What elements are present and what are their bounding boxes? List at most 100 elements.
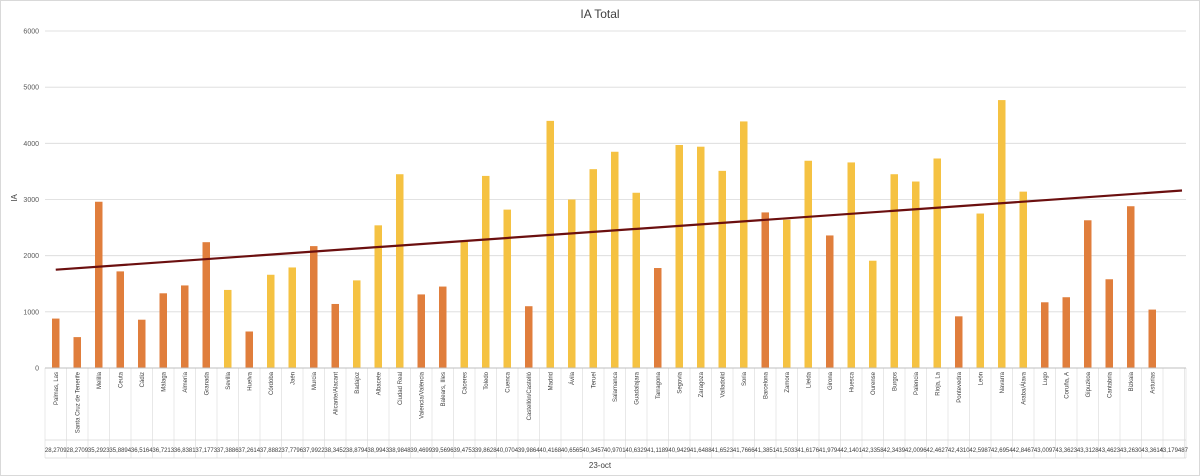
- latitude-label: 38,9848: [389, 448, 411, 454]
- latitude-label: 42,3439: [883, 448, 905, 454]
- bar: [675, 145, 683, 368]
- bar: [804, 160, 812, 368]
- x-tick-label: Barcelona: [763, 371, 769, 399]
- bar: [1041, 302, 1049, 368]
- x-tick-label: Lugo: [1043, 371, 1049, 385]
- x-tick-label: Coruña, A: [1064, 372, 1070, 399]
- latitude-label: 41,1189: [647, 448, 669, 454]
- latitude-label: 42,3358: [862, 448, 884, 454]
- x-tick-label: Navarra: [1000, 371, 1006, 393]
- bar: [955, 316, 963, 368]
- latitude-label: 40,4168: [539, 448, 561, 454]
- x-tick-label: Cuenca: [505, 371, 511, 392]
- latitude-label: 43,3623: [1055, 448, 1077, 454]
- bar: [439, 286, 447, 368]
- bar: [933, 158, 941, 368]
- bar: [95, 201, 103, 368]
- x-tick-label: Burgos: [892, 372, 898, 391]
- latitude-label: 42,0096: [905, 448, 927, 454]
- bar: [1105, 279, 1113, 368]
- bar: [288, 267, 296, 368]
- x-tick-label: Pontevedra: [957, 371, 963, 402]
- bar: [654, 268, 662, 368]
- x-tick-label: Girona: [828, 371, 834, 390]
- latitude-label: 41,7666: [733, 448, 755, 454]
- x-tick-label: Soria: [742, 371, 748, 386]
- latitude-label: 43,0097: [1034, 448, 1056, 454]
- x-tick-label: Balears, Illes: [441, 372, 447, 406]
- latitude-label: 40,6329: [625, 448, 647, 454]
- bar: [546, 120, 554, 368]
- x-tick-label: Palencia: [914, 371, 920, 395]
- bar: [525, 306, 533, 368]
- x-tick-label: Málaga: [161, 371, 167, 391]
- bar: [998, 100, 1006, 369]
- bar: [224, 289, 232, 368]
- bar: [611, 151, 619, 368]
- bar: [116, 271, 124, 368]
- latitude-label: 37,8882: [260, 448, 282, 454]
- bar: [52, 318, 60, 368]
- y-tick-label: 0: [35, 366, 39, 373]
- x-tick-label: Bizkaia: [1129, 371, 1135, 391]
- x-tick-label: Ceuta: [118, 371, 124, 388]
- bar: [718, 170, 726, 368]
- x-tick-label: Gipuzkoa: [1086, 371, 1092, 397]
- x-tick-label: Asturias: [1150, 372, 1156, 394]
- bar: [976, 213, 984, 368]
- latitude-label: 38,3452: [324, 448, 346, 454]
- latitude-label: 43,2630: [1120, 448, 1142, 454]
- y-tick-label: 1000: [23, 309, 39, 316]
- latitude-label: 41,6523: [711, 448, 733, 454]
- latitude-label: 37,9922: [303, 448, 325, 454]
- bar: [568, 199, 576, 368]
- bar: [589, 169, 597, 368]
- latitude-label: 41,5033: [776, 448, 798, 454]
- latitude-label: 42,5987: [969, 448, 991, 454]
- x-tick-label: Cádiz: [140, 372, 146, 387]
- latitude-label: 40,6565: [561, 448, 583, 454]
- x-tick-label: Valladolid: [720, 372, 726, 398]
- latitude-label: 38,9943: [367, 448, 389, 454]
- x-tick-label: Zaragoza: [699, 371, 705, 397]
- latitude-label: 41,9794: [819, 448, 841, 454]
- x-tick-label: Guadalajara: [634, 371, 640, 404]
- x-tick-label: Santa Cruz de Tenerife: [75, 371, 81, 433]
- x-tick-label: Jaén: [290, 372, 296, 385]
- bar: [138, 319, 146, 368]
- latitude-label: 36,5164: [131, 448, 153, 454]
- y-tick-label: 5000: [23, 85, 39, 92]
- latitude-label: 40,3457: [582, 448, 604, 454]
- bar: [159, 293, 167, 368]
- x-tick-label: Sevilla: [226, 371, 232, 389]
- x-tick-label: Badajoz: [355, 372, 361, 394]
- x-tick-label: Granada: [204, 371, 210, 395]
- bar: [783, 219, 791, 368]
- trendline: [55, 189, 1183, 271]
- latitude-label: 42,6954: [991, 448, 1013, 454]
- latitude-label: 35,2923: [88, 448, 110, 454]
- x-tick-label: Melilla: [97, 371, 103, 389]
- bar: [847, 162, 855, 368]
- latitude-label: 43,4623: [1098, 448, 1120, 454]
- x-tick-label: Ourense: [871, 371, 877, 395]
- latitude-label: 37,2614: [238, 448, 260, 454]
- y-tick-label: 3000: [23, 197, 39, 204]
- x-tick-label: Cantabria: [1107, 371, 1113, 398]
- latitude-label: 39,9864: [518, 448, 540, 454]
- latitude-label: 37,1773: [195, 448, 217, 454]
- latitude-label: 39,4753: [453, 448, 475, 454]
- x-tick-label: León: [978, 372, 984, 385]
- latitude-label: 36,8381: [174, 448, 196, 454]
- x-tick-label: Rioja, La: [935, 371, 941, 395]
- x-tick-label: Madrid: [548, 372, 554, 390]
- bar: [869, 260, 877, 368]
- latitude-label: 39,5696: [432, 448, 454, 454]
- bar: [1148, 309, 1156, 368]
- bar: [374, 225, 382, 368]
- x-tick-label: Córdoba: [269, 371, 275, 395]
- latitude-label: 36,7213: [152, 448, 174, 454]
- x-tick-label: Palmas, Las: [54, 372, 60, 405]
- x-tick-label: Araba/Álava: [1020, 371, 1027, 404]
